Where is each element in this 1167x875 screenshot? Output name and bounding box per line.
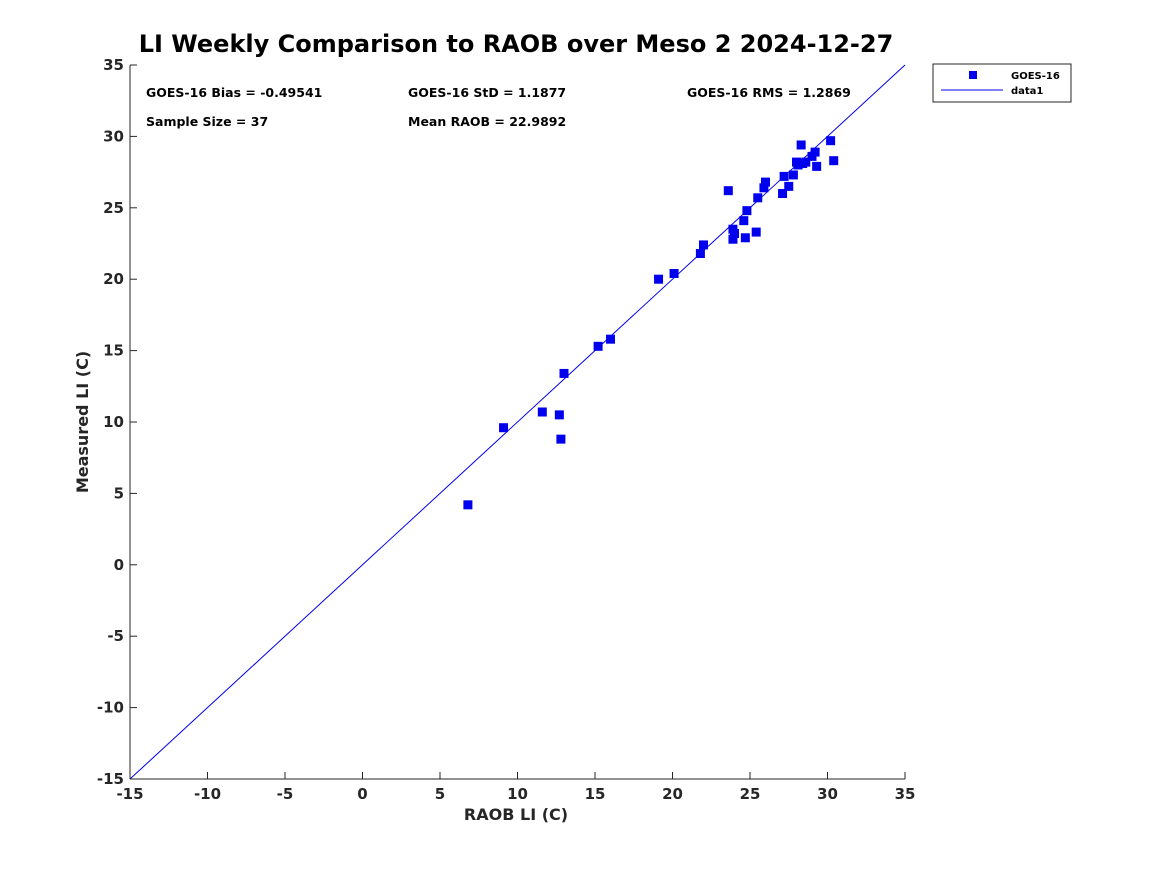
x-ticks: -15 -10 -5 0 5 10 15 20 25 30 35 bbox=[116, 772, 915, 803]
data-point bbox=[606, 334, 615, 344]
data-point bbox=[742, 206, 752, 216]
y-axis-label: Measured LI (C) bbox=[73, 351, 92, 493]
y-tick-label: 10 bbox=[103, 413, 124, 431]
data-point bbox=[739, 216, 749, 226]
series-line-data1 bbox=[129, 64, 906, 780]
legend: GOES-16 data1 bbox=[932, 63, 1072, 103]
data-point bbox=[788, 170, 798, 180]
data-point bbox=[812, 161, 822, 171]
data-point bbox=[740, 233, 750, 243]
data-point bbox=[829, 156, 839, 166]
data-point bbox=[556, 434, 566, 444]
reference-line bbox=[129, 64, 906, 780]
x-tick-label: 5 bbox=[435, 785, 445, 803]
data-point bbox=[761, 177, 770, 187]
x-tick-label: -10 bbox=[194, 785, 221, 803]
x-tick-label: 35 bbox=[895, 785, 916, 803]
plot-area: -15 -10 -5 0 5 10 15 20 25 30 35 -15 -10 -5 0 5 10 15 20 2… bbox=[97, 56, 916, 803]
y-tick-label: 15 bbox=[103, 342, 124, 360]
std-annotation: GOES-16 StD = 1.1877 bbox=[408, 85, 566, 100]
sample-size-annotation: Sample Size = 37 bbox=[146, 114, 268, 129]
data-point bbox=[793, 160, 803, 170]
y-tick-label: 25 bbox=[103, 199, 124, 217]
data-point bbox=[753, 193, 763, 203]
x-axis-label: RAOB LI (C) bbox=[464, 805, 568, 824]
legend-box bbox=[932, 63, 1072, 103]
data-point bbox=[810, 147, 820, 157]
x-tick-label: 0 bbox=[357, 785, 367, 803]
data-point bbox=[730, 229, 739, 239]
y-ticks: -15 -10 -5 0 5 10 15 20 25 30 35 bbox=[97, 56, 137, 788]
data-point bbox=[798, 159, 808, 169]
y-tick-label: -5 bbox=[107, 627, 124, 645]
y-tick-label: 5 bbox=[114, 484, 124, 502]
y-tick-label: -15 bbox=[97, 770, 124, 788]
legend-square-marker-icon bbox=[969, 71, 977, 79]
data-point bbox=[695, 248, 705, 258]
data-point bbox=[784, 181, 794, 191]
data-point bbox=[559, 368, 569, 378]
bias-annotation: GOES-16 Bias = -0.49541 bbox=[146, 85, 322, 100]
x-tick-label: -15 bbox=[116, 785, 143, 803]
data-point bbox=[499, 423, 509, 433]
x-tick-label: 15 bbox=[585, 785, 606, 803]
y-tick-label: 30 bbox=[103, 127, 124, 145]
rms-annotation: GOES-16 RMS = 1.2869 bbox=[687, 85, 851, 100]
x-tick-label: 20 bbox=[662, 785, 683, 803]
x-tick-label: -5 bbox=[277, 785, 294, 803]
legend-label-data1: data1 bbox=[1011, 86, 1043, 97]
y-tick-label: 0 bbox=[114, 556, 124, 574]
data-point bbox=[779, 171, 789, 181]
data-point bbox=[826, 136, 836, 146]
data-point bbox=[593, 341, 603, 351]
data-point bbox=[554, 410, 564, 420]
data-point bbox=[699, 240, 708, 250]
data-points bbox=[463, 136, 839, 510]
data-point bbox=[723, 186, 733, 196]
y-tick-label: -10 bbox=[97, 699, 124, 717]
x-tick-label: 25 bbox=[740, 785, 761, 803]
mean-raob-annotation: Mean RAOB = 22.9892 bbox=[408, 114, 566, 129]
data-point bbox=[728, 234, 738, 244]
data-point bbox=[759, 183, 769, 193]
y-tick-label: 35 bbox=[103, 56, 124, 74]
y-tick-label: 20 bbox=[103, 270, 124, 288]
legend-label-goes16: GOES-16 bbox=[1011, 71, 1060, 82]
x-tick-label: 30 bbox=[817, 785, 838, 803]
data-point bbox=[654, 274, 664, 284]
data-point bbox=[537, 407, 547, 417]
x-tick-label: 10 bbox=[507, 785, 528, 803]
data-point bbox=[463, 500, 473, 510]
data-point bbox=[778, 189, 788, 199]
data-point bbox=[751, 227, 761, 237]
chart-title: LI Weekly Comparison to RAOB over Meso 2… bbox=[139, 30, 894, 58]
data-point bbox=[796, 140, 806, 150]
data-point bbox=[669, 268, 679, 278]
